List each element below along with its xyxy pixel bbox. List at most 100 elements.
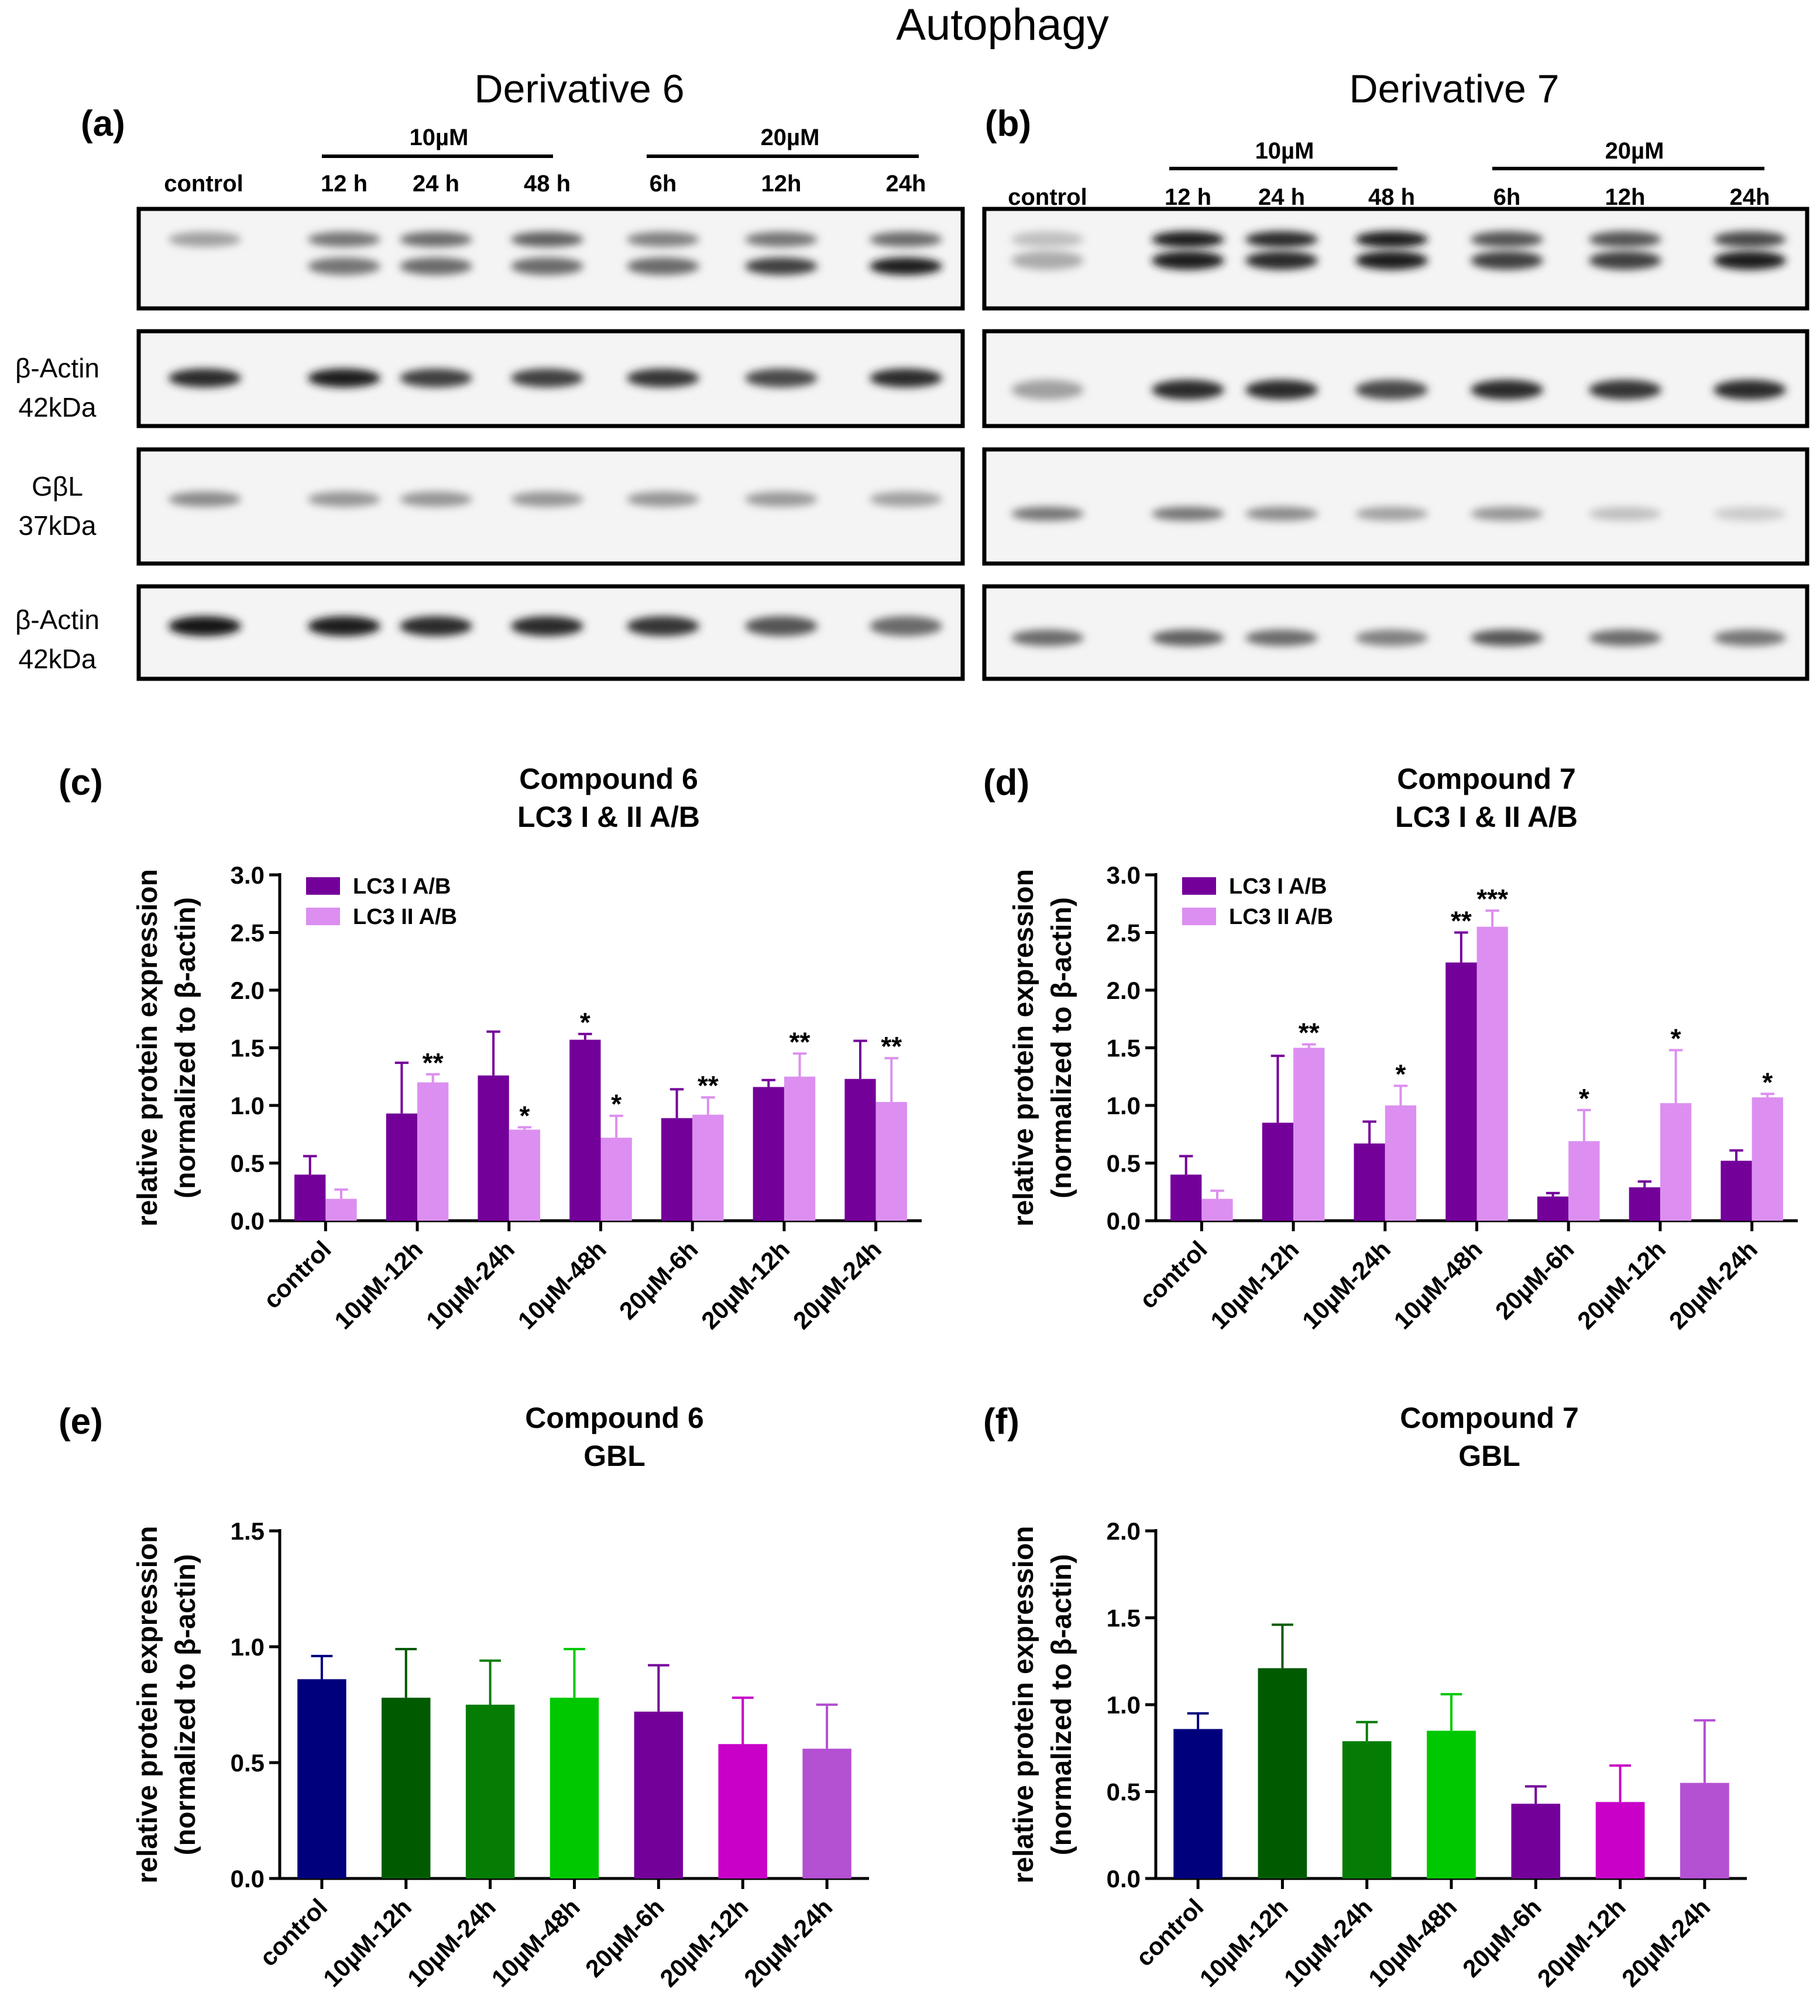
blot-band <box>627 492 699 507</box>
significance-marker: * <box>1671 1023 1681 1053</box>
bar <box>1537 1196 1569 1221</box>
x-tick-label: control <box>258 1235 336 1314</box>
bar <box>844 1079 876 1221</box>
blot-band <box>870 369 942 387</box>
significance-marker: * <box>611 1089 621 1119</box>
blot-band <box>1355 630 1428 646</box>
bar <box>802 1749 851 1878</box>
blot-band <box>1471 251 1543 270</box>
blot-band <box>169 232 241 247</box>
x-tick-label: 20µM-24h <box>1616 1893 1715 1992</box>
significance-marker: * <box>519 1100 530 1131</box>
blot-band <box>1589 507 1661 521</box>
y-tick-label: 3.0 <box>231 861 265 889</box>
legend-swatch <box>1182 877 1216 895</box>
dose-label-20um: 20µM <box>761 125 820 150</box>
panel-label: (c) <box>59 763 103 803</box>
blot-panel-a: (a) Derivative 6 10µM 20µM control 12 h … <box>81 67 965 681</box>
blot-frame <box>136 329 965 428</box>
derivative-6-title: Derivative 6 <box>474 67 684 111</box>
legend-label: LC3 I A/B <box>353 874 451 899</box>
blot-band <box>1355 507 1428 521</box>
y-tick-label: 1.0 <box>231 1633 265 1661</box>
y-tick-label: 1.0 <box>1107 1691 1141 1719</box>
lane-label: 24 h <box>1258 184 1305 210</box>
blot-frame <box>982 329 1809 428</box>
y-tick-label: 0.0 <box>1107 1207 1141 1235</box>
blot-strip-actin2 <box>136 584 965 681</box>
row-label-kda: 42kDa <box>19 392 97 423</box>
blot-band <box>1355 231 1428 248</box>
legend-swatch <box>306 877 340 895</box>
bar <box>1680 1783 1729 1878</box>
bar <box>386 1113 418 1221</box>
panel-label-a: (a) <box>81 104 125 144</box>
blot-band <box>1355 380 1428 400</box>
bar <box>1721 1160 1752 1221</box>
chart-panel-e: (e) Compound 6 GBL relative protein express… <box>59 1402 869 1992</box>
blot-band <box>1471 231 1543 248</box>
bar <box>1511 1804 1561 1878</box>
blot-band <box>745 492 818 507</box>
chart-subtitle: LC3 I & II A/B <box>1395 801 1578 833</box>
blot-band <box>511 369 583 387</box>
x-tick-label: 10µM-24h <box>1297 1235 1396 1334</box>
y-tick-label: 0.5 <box>231 1749 265 1777</box>
blot-frame <box>136 584 965 681</box>
legend-swatch <box>1182 908 1216 925</box>
bar <box>1595 1802 1645 1878</box>
blot-band <box>1471 380 1543 400</box>
lane-label: 48 h <box>524 171 571 197</box>
legend-label: LC3 II A/B <box>353 905 457 929</box>
blot-band <box>870 616 942 636</box>
blot-band <box>1355 251 1428 270</box>
x-tick-label: control <box>1134 1235 1213 1314</box>
blot-band <box>1152 251 1224 270</box>
blot-strip-actin1 <box>982 329 1809 428</box>
lane-label: 12 h <box>1165 184 1211 210</box>
significance-marker: * <box>1579 1083 1589 1114</box>
blot-band <box>1011 507 1084 521</box>
y-tick-label: 1.0 <box>231 1092 265 1119</box>
blot-band <box>511 616 583 636</box>
bar <box>382 1698 431 1878</box>
blot-frame <box>982 584 1809 681</box>
blot-strip-gbl <box>982 447 1809 566</box>
x-tick-label: 20µM-24h <box>739 1893 837 1992</box>
blot-band <box>1011 630 1084 646</box>
blot-band <box>870 257 942 275</box>
blot-band <box>745 369 818 387</box>
y-tick-label: 1.5 <box>1107 1605 1141 1632</box>
x-tick-label: 10µM-48h <box>1363 1893 1462 1992</box>
panel-label: (d) <box>983 763 1029 803</box>
significance-marker: *** <box>1476 884 1508 914</box>
y-tick-label: 2.0 <box>1107 977 1141 1004</box>
bar <box>784 1076 816 1221</box>
blot-band <box>745 232 818 247</box>
x-tick-label: 20µM-6h <box>614 1235 703 1325</box>
row-label-kda: 37kDa <box>19 510 97 541</box>
legend-label: LC3 II A/B <box>1229 905 1333 929</box>
lane-label: 12 h <box>321 171 368 197</box>
blot-band <box>745 257 818 275</box>
blot-band <box>870 232 942 247</box>
y-tick-label: 1.0 <box>1107 1092 1141 1119</box>
bar <box>325 1198 357 1221</box>
x-tick-label: 10µM-12h <box>1205 1235 1304 1334</box>
figure-title: Autophagy <box>896 0 1108 50</box>
panel-label-b: (b) <box>985 104 1031 144</box>
chart-title: Compound 7 <box>1397 763 1576 795</box>
blot-band <box>1589 251 1661 270</box>
blot-frame <box>136 207 965 311</box>
significance-marker: ** <box>1299 1018 1320 1048</box>
blot-band <box>627 232 699 247</box>
blot-frame <box>982 207 1809 311</box>
x-tick-label: 20µM-6h <box>1457 1893 1547 1983</box>
significance-marker: ** <box>789 1026 811 1057</box>
y-tick-label: 0.5 <box>1107 1778 1141 1806</box>
panel-label: (e) <box>59 1402 103 1442</box>
chart-title: Compound 6 <box>519 763 698 795</box>
chart-panel-d: (d) Compound 7 LC3 I & II A/B relative prot… <box>983 763 1798 1334</box>
y-tick-label: 0.0 <box>231 1207 265 1235</box>
x-tick-label: 10µM-12h <box>318 1893 417 1992</box>
